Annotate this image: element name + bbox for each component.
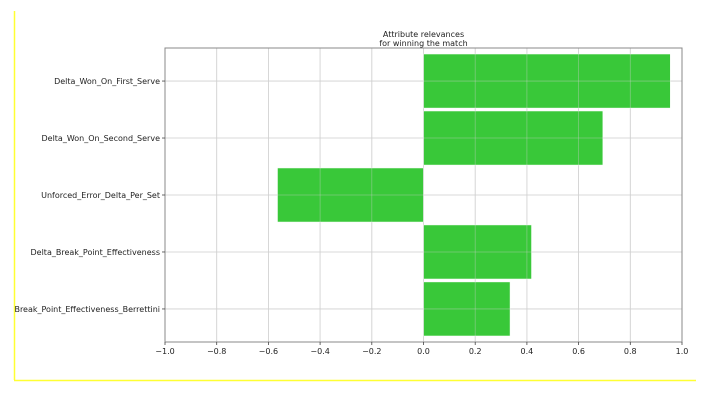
- bar-delta-won-on-first-serve: [423, 53, 671, 109]
- y-tick-label: Delta_Won_On_Second_Serve: [41, 134, 160, 143]
- bar-delta-break-point-effectiveness: [423, 224, 532, 280]
- x-tick-label: 0.0: [417, 347, 430, 356]
- chart-title-line-1: Attribute relevances: [383, 30, 464, 39]
- x-tick-label: −1.0: [155, 347, 174, 356]
- x-tick-label: −0.6: [259, 347, 278, 356]
- x-tick-label: 0.4: [521, 347, 534, 356]
- x-tick-label: −0.4: [310, 347, 329, 356]
- bar-unforced-error-delta-per-set: [277, 167, 424, 223]
- bar-delta-won-on-second-serve: [423, 110, 604, 166]
- bar-break-point-effectiveness-berrettini: [423, 281, 511, 337]
- y-tick-label: Unforced_Error_Delta_Per_Set: [41, 191, 160, 200]
- x-tick-label: 0.8: [624, 347, 637, 356]
- y-tick-label: Delta_Won_On_First_Serve: [54, 77, 160, 86]
- x-tick-label: −0.8: [207, 347, 226, 356]
- y-tick-label: Delta_Break_Point_Effectiveness: [31, 248, 161, 257]
- y-tick-label: Break_Point_Effectiveness_Berrettini: [14, 305, 160, 314]
- x-tick-label: 1.0: [676, 347, 689, 356]
- chart-title-line-2: for winning the match: [379, 39, 467, 48]
- x-tick-label: 0.2: [469, 347, 482, 356]
- x-tick-label: 0.6: [572, 347, 585, 356]
- x-tick-label: −0.2: [362, 347, 381, 356]
